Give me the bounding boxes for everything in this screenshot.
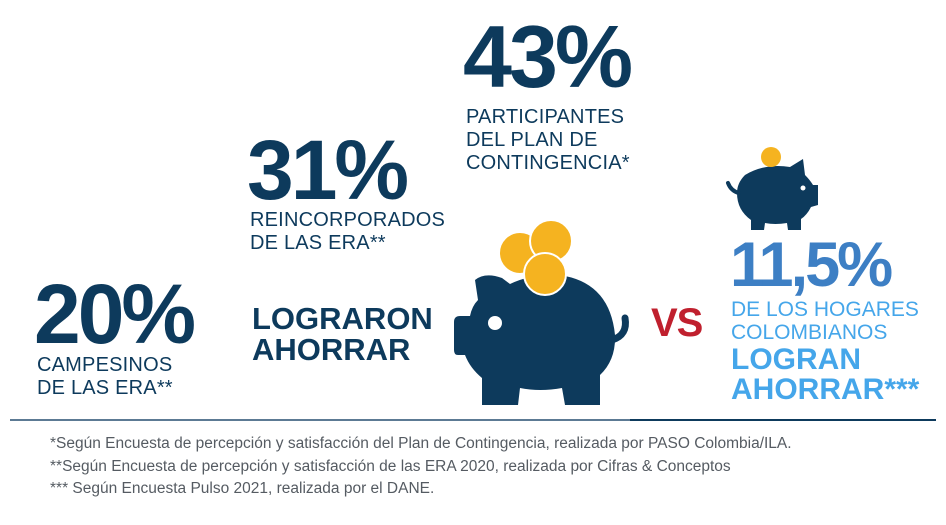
stat-reincorporados-label: REINCORPORADOS DE LAS ERA** <box>250 209 445 255</box>
piggy-bank-small-icon <box>726 147 818 230</box>
divider <box>630 419 936 421</box>
vs-label: VS <box>651 301 703 345</box>
comparison-label: DE LOS HOGARES COLOMBIANOS <box>731 298 919 344</box>
headline-line: AHORRAR <box>252 332 411 367</box>
footnote: **Según Encuesta de percepción y satisfa… <box>50 457 731 475</box>
emphasis-line: LOGRAN <box>731 343 861 376</box>
comparison-emphasis: LOGRAN AHORRAR*** <box>731 345 919 405</box>
footnotes: *Según Encuesta de percepción y satisfac… <box>50 433 792 501</box>
stat-campesinos-value: 20% <box>34 267 196 361</box>
label-line: CAMPESINOS <box>37 354 173 376</box>
label-line: DEL PLAN DE <box>466 129 598 151</box>
label-line: CONTINGENCIA* <box>466 152 630 174</box>
stat-participants-label: PARTICIPANTES DEL PLAN DE CONTINGENCIA* <box>466 106 630 175</box>
label-line: PARTICIPANTES <box>466 106 625 128</box>
footnote: *Según Encuesta de percepción y satisfac… <box>50 435 792 452</box>
divider <box>10 419 630 421</box>
stat-reincorporados-value: 31% <box>247 123 409 217</box>
headline-line: LOGRARON <box>252 301 433 336</box>
label-line: REINCORPORADOS <box>250 209 446 231</box>
label-line: DE LAS ERA** <box>250 232 386 254</box>
label-line: DE LAS ERA** <box>37 377 173 399</box>
comparison-value: 11,5% <box>730 230 893 300</box>
emphasis-line: AHORRAR*** <box>731 373 920 406</box>
piggy-bank-large-icon <box>454 219 629 405</box>
stat-campesinos-label: CAMPESINOS DE LAS ERA** <box>37 354 173 400</box>
label-line: DE LOS HOGARES <box>731 298 919 321</box>
stat-participants-value: 43% <box>463 7 633 106</box>
headline: LOGRARON AHORRAR <box>252 303 433 365</box>
label-line: COLOMBIANOS <box>731 321 888 344</box>
footnote: *** Según Encuesta Pulso 2021, realizada… <box>50 480 435 497</box>
